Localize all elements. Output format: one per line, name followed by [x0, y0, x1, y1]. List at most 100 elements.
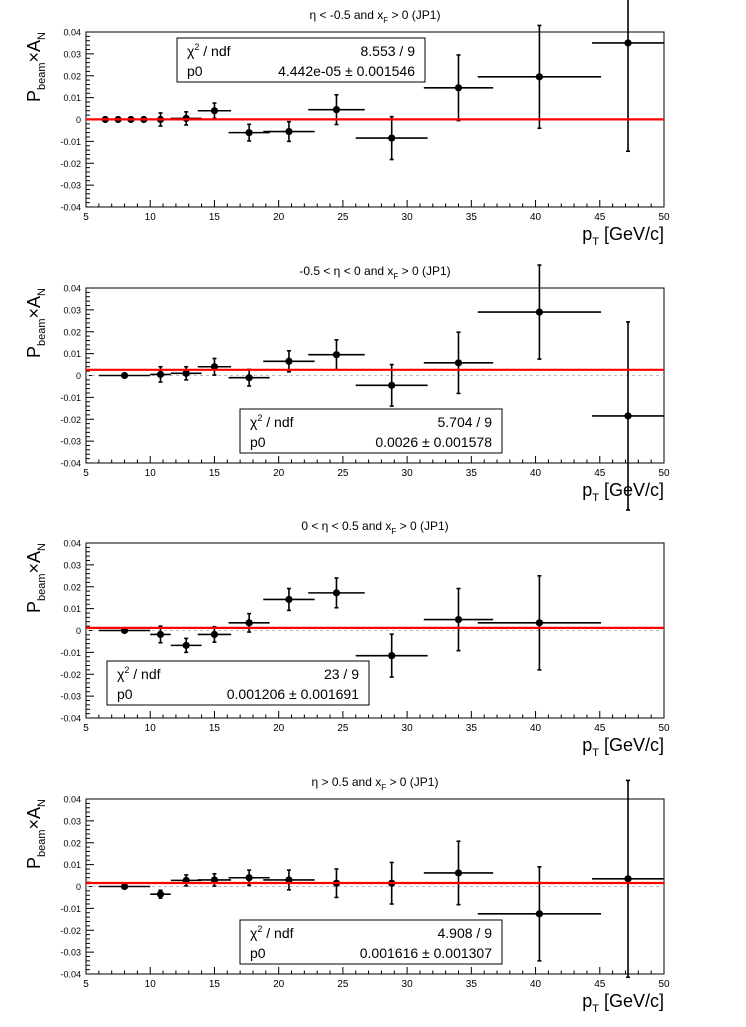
data-marker: [332, 351, 341, 359]
data-marker: [210, 363, 219, 371]
data-marker: [332, 589, 341, 597]
y-tick-label: 0: [76, 115, 81, 125]
x-tick-label: 35: [466, 468, 478, 479]
x-tick-label: 40: [530, 979, 542, 990]
y-tick-label: 0.03: [63, 49, 81, 59]
chart-title: η < -0.5 and xF > 0 (JP1): [310, 8, 441, 25]
data-point: [263, 120, 315, 143]
x-tick-label: 5: [83, 979, 89, 990]
data-marker: [454, 615, 463, 624]
p0-label: p0: [250, 434, 266, 450]
data-marker: [624, 412, 632, 420]
data-point: [263, 869, 315, 891]
data-marker: [388, 381, 396, 389]
data-point: [197, 102, 232, 120]
y-tick-label: 0.01: [63, 860, 81, 870]
chi2-value: 4.908 / 9: [438, 925, 493, 941]
y-tick-label: 0.03: [63, 305, 81, 315]
data-marker: [535, 73, 544, 81]
data-point: [150, 889, 171, 899]
y-axis-label: Pbeam×AN: [24, 543, 48, 613]
data-marker: [156, 370, 165, 379]
y-tick-label: 0.01: [63, 604, 81, 614]
panel-2: -0.5 < η < 0 and xF > 0 (JP1) 5 10 15 20 25 30…: [24, 264, 670, 511]
x-tick-label: 35: [466, 212, 478, 223]
data-marker: [454, 359, 463, 367]
data-point: [197, 873, 232, 887]
panel-4: η > 0.5 and xF > 0 (JP1) 5 10 15 20 25 30 35 40 4…: [24, 775, 670, 1015]
p0-label: p0: [250, 945, 266, 961]
x-tick-label: 25: [337, 212, 349, 223]
stats-box-frame: [176, 37, 426, 83]
data-point: [477, 264, 602, 360]
data-point: [170, 637, 202, 654]
chart-title: η > 0.5 and xF > 0 (JP1): [312, 775, 439, 792]
x-tick-label: 35: [466, 979, 478, 990]
y-tick-label: 0.02: [63, 327, 81, 337]
data-marker: [454, 869, 463, 877]
y-tick-label: 0.02: [63, 838, 81, 848]
y-tick-label: -0.01: [60, 393, 81, 403]
data-point: [263, 349, 315, 373]
stats-box: χ2 / ndf 4.908 / 9 p0 0.001616 ± 0.001307: [239, 919, 503, 965]
x-tick-label: 20: [273, 723, 285, 734]
data-marker: [285, 876, 293, 884]
y-tick-label: 0.01: [63, 349, 81, 359]
chi2-value: 8.553 / 9: [361, 43, 416, 59]
data-point: [197, 357, 232, 376]
p0-value: 0.0026 ± 0.001578: [375, 434, 492, 450]
y-tick-label: -0.03: [60, 948, 81, 958]
stats-box-frame: [239, 919, 503, 965]
data-marker: [245, 374, 253, 382]
y-axis-label: Pbeam×AN: [24, 32, 48, 102]
data-point: [98, 882, 151, 891]
data-marker: [332, 106, 341, 114]
data-marker: [535, 619, 544, 627]
data-marker: [624, 39, 632, 47]
y-tick-label: 0.01: [63, 93, 81, 103]
y-tick-label: -0.02: [60, 415, 81, 425]
p0-label: p0: [187, 63, 203, 79]
data-point: [423, 331, 494, 395]
x-axis-label: pT [GeV/c]: [582, 224, 664, 248]
data-marker: [210, 630, 219, 639]
data-marker: [120, 882, 129, 891]
data-point: [355, 633, 428, 678]
x-axis-label: pT [GeV/c]: [582, 480, 664, 504]
data-marker: [454, 84, 463, 92]
y-tick-label: 0: [76, 371, 81, 381]
x-tick-label: 30: [402, 723, 414, 734]
x-tick-label: 25: [337, 979, 349, 990]
y-tick-label: 0.02: [63, 71, 81, 81]
x-tick-label: 20: [273, 212, 285, 223]
data-point: [592, 779, 664, 979]
y-tick-label: 0.04: [63, 795, 81, 805]
data-marker: [120, 371, 129, 380]
x-tick-label: 35: [466, 723, 478, 734]
data-marker: [245, 874, 253, 882]
data-marker: [245, 619, 253, 627]
x-tick-label: 45: [594, 468, 606, 479]
x-tick-label: 10: [145, 212, 157, 223]
x-tick-label: 10: [145, 723, 157, 734]
x-tick-label: 5: [83, 468, 89, 479]
p0-label: p0: [117, 686, 133, 702]
y-tick-label: 0: [76, 626, 81, 636]
x-tick-label: 50: [658, 979, 670, 990]
data-point: [308, 577, 365, 609]
x-tick-label: 5: [83, 212, 89, 223]
x-tick-label: 40: [530, 212, 542, 223]
data-point: [308, 339, 365, 371]
data-marker: [535, 910, 544, 918]
y-tick-label: 0.03: [63, 816, 81, 826]
y-tick-label: -0.04: [60, 714, 81, 724]
data-marker: [210, 107, 219, 115]
data-point: [592, 321, 664, 511]
chi2-label: χ2 / ndf: [250, 413, 294, 430]
x-tick-label: 45: [594, 723, 606, 734]
data-marker: [182, 641, 190, 649]
data-point: [477, 24, 602, 130]
y-tick-label: -0.01: [60, 904, 81, 914]
y-tick-label: 0: [76, 882, 81, 892]
